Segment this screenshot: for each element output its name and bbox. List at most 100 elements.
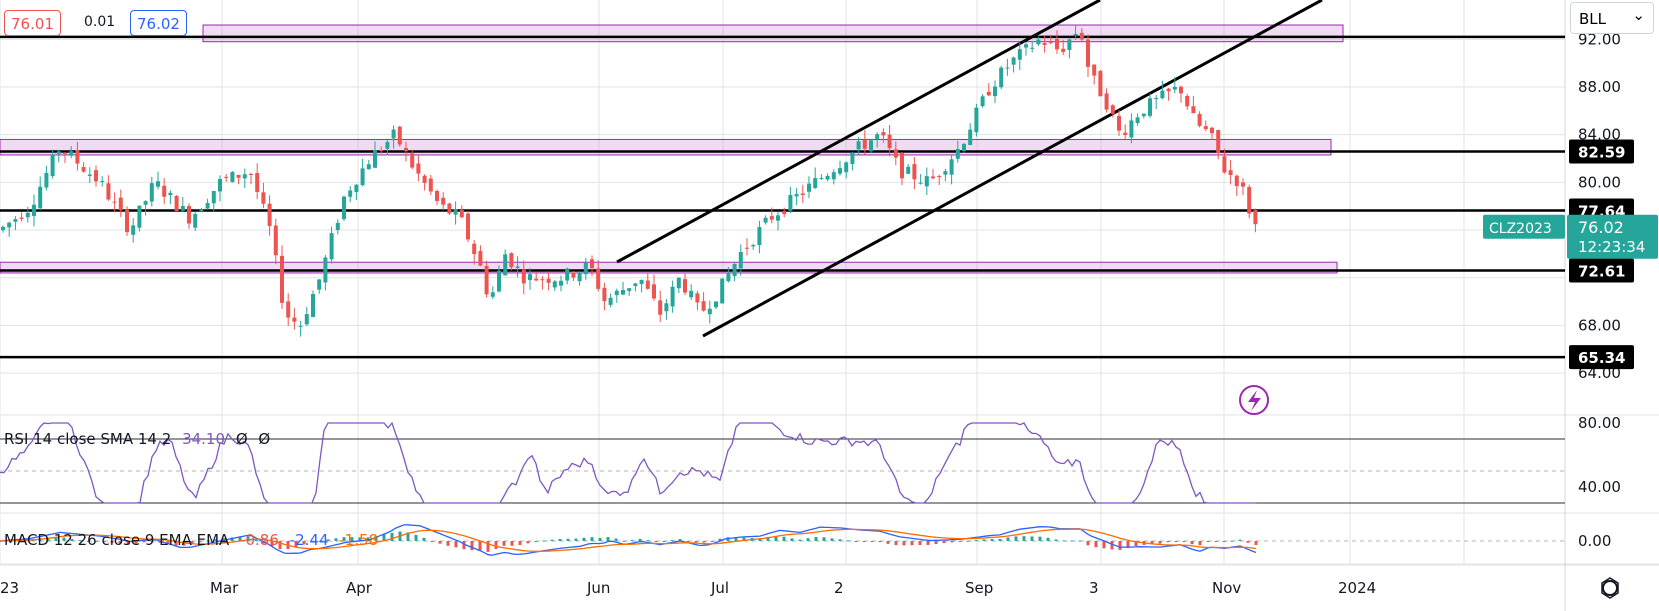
candle-body [869,140,873,152]
zone-rect-0[interactable] [202,24,1344,43]
candle-body [1166,88,1171,92]
macd-hist-bar [462,541,466,550]
candle-body [497,270,501,292]
candle-body [87,174,92,176]
macd-hist-bar [734,537,738,541]
candle-body [614,290,619,296]
candle-body [180,206,185,211]
candle-body [881,132,886,136]
candle-body [559,280,563,286]
candle-body [1024,44,1028,48]
macd-hist-bar [822,537,826,541]
symbol-badge[interactable] [1483,214,1565,239]
macd-hist-bar [430,541,434,542]
macd-hist-bar [646,540,650,542]
candle-body [1067,39,1072,51]
candle-body [1203,126,1208,130]
candle-body [162,185,167,197]
ask-price-chip[interactable]: 76.02 [130,10,187,36]
macd-hist-bar [94,541,98,542]
time-axis-label: 2 [834,579,844,597]
candle-body [329,233,334,260]
macd-signal-value: -1.58 [339,531,379,549]
price-tick-label: 92.00 [1578,30,1621,48]
macd-hist-bar [1230,540,1234,542]
level-badge[interactable] [1569,345,1634,370]
candle-body [1,226,5,231]
macd-hist-bar [1158,541,1162,544]
macd-hist-bar [334,538,338,541]
gear-icon[interactable] [1602,580,1618,596]
macd-hist-bar [62,537,66,541]
macd-hist-bar [454,541,458,548]
gear-icon-outline [1601,577,1619,599]
macd-hist-bar [1038,536,1042,541]
candle-body [1036,39,1041,45]
macd-hist-bar [838,539,842,541]
candle-body [924,176,929,187]
flash-icon[interactable] [1239,385,1269,415]
candle-body [738,252,743,269]
candle-body [695,293,700,303]
macd-hist-bar [798,539,802,541]
macd-hist-bar [358,537,362,541]
rsi-legend[interactable]: RSI 14 close SMA 14 2 34.10 Ø Ø [4,430,270,448]
candle-body [515,266,520,268]
macd-hist-bar [342,537,346,541]
level-badge[interactable] [1569,258,1634,283]
macd-hist-bar [502,541,506,546]
candle-body [1055,38,1059,50]
time-axis-label: 2024 [1338,579,1376,597]
candle-body [106,183,111,200]
macd-hist-bar [1126,541,1130,548]
candle-body [850,152,855,165]
symbol-select[interactable]: BLL ⌄ [1570,2,1654,34]
candle-body [205,203,210,209]
candle-body [757,227,762,246]
macd-hist-bar [878,541,882,543]
candle-body [565,268,570,281]
channel-lower-line[interactable] [702,0,1323,338]
macd-hist-bar [686,540,690,542]
macd-hist-bar [1102,541,1106,549]
macd-hist-bar [550,539,554,541]
candle-body [1154,97,1159,99]
candle-body [1222,156,1227,173]
level-badge[interactable] [1569,139,1634,164]
candle-body [1191,106,1196,114]
candle-body [273,225,278,256]
candle-body [993,86,997,97]
candle-body [943,171,948,175]
candle-body [912,164,917,180]
price-tick-label: 80.00 [1578,173,1621,191]
price-tick-label: 68.00 [1578,316,1621,334]
macd-hist-bar [478,541,482,551]
candle-body [168,192,173,196]
candle-body [639,279,644,284]
zone-rect-2[interactable] [0,261,1338,274]
candle-body [627,288,632,291]
candle-body [435,190,439,201]
macd-legend[interactable]: MACD 12 26 close 9 EMA EMA -0.86 -2.44 -… [4,531,378,549]
candle-body [509,253,514,268]
macd-hist-bar [238,536,242,541]
macd-hist-bar [406,532,410,541]
time-axis-label: Nov [1212,579,1241,597]
macd-hist-bar [174,541,178,546]
time-axis-label: 23 [0,579,19,597]
last-price-badge[interactable] [1567,214,1658,259]
candle-body [447,203,452,214]
macd-hist-bar [470,541,474,551]
macd-hist-bar [934,541,938,545]
candle-body [317,279,322,290]
symbol-select-value: BLL [1579,10,1607,28]
candle-body [472,243,477,255]
candle-body [335,222,340,231]
bid-price-chip[interactable]: 76.01 [4,10,61,36]
candle-body [19,217,24,219]
candle-body [1017,49,1022,60]
candle-body [13,219,18,222]
level-badge-label: 65.34 [1578,349,1625,367]
rsi-tick-label: 80.00 [1578,414,1621,432]
